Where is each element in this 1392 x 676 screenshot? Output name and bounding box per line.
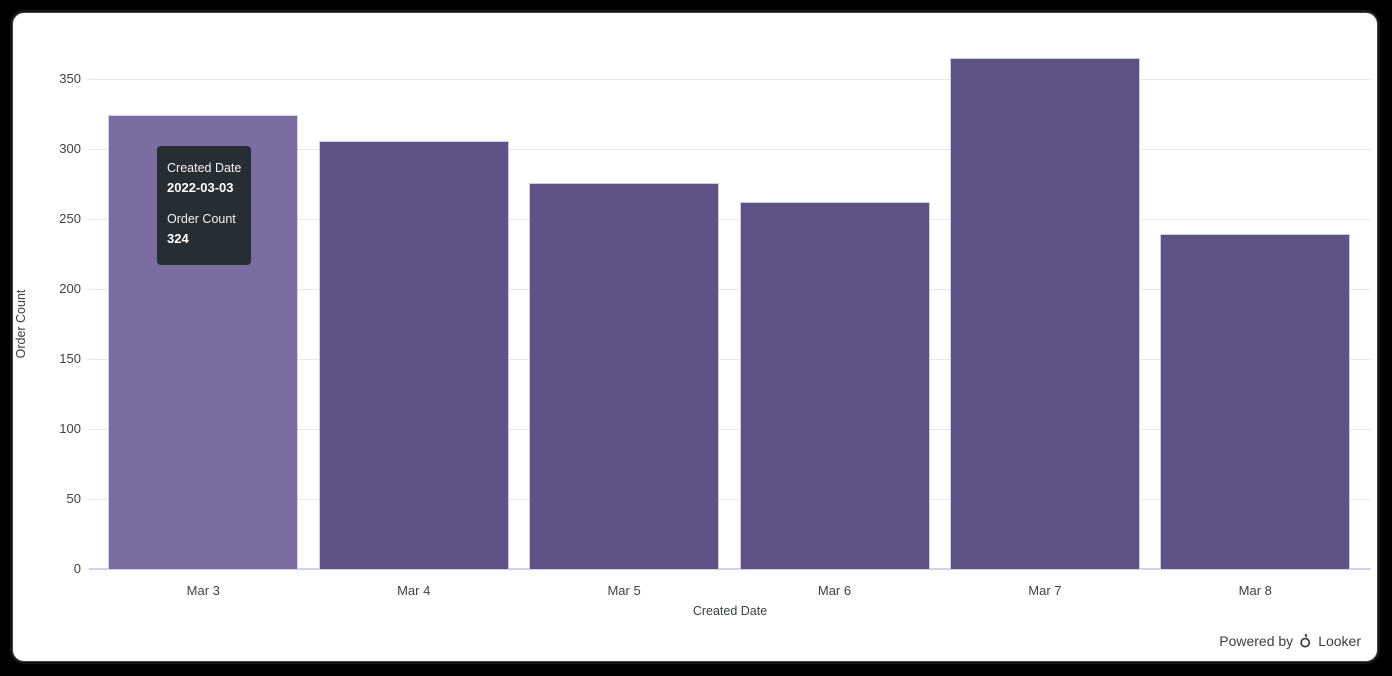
x-axis-tick-label: Mar 7 xyxy=(1028,583,1062,598)
tooltip: Created Date 2022-03-03 Order Count 324 xyxy=(157,146,251,265)
x-axis-tick-label: Mar 5 xyxy=(607,583,641,598)
gridline xyxy=(89,79,1371,80)
tooltip-field-label: Order Count xyxy=(167,212,236,226)
y-axis-title: Order Count xyxy=(14,289,28,359)
bar-mar-5[interactable] xyxy=(529,182,720,569)
bar-mar-4[interactable] xyxy=(318,140,509,569)
bar-mar-6[interactable] xyxy=(739,202,930,569)
x-axis-tick-label: Mar 4 xyxy=(397,583,431,598)
brand-text: Looker xyxy=(1318,633,1361,649)
y-axis-tick-label: 150 xyxy=(59,351,81,366)
powered-by-text: Powered by xyxy=(1219,633,1294,649)
tooltip-field: Created Date 2022-03-03 xyxy=(167,159,241,198)
gridline xyxy=(89,359,1371,360)
bar-mar-7[interactable] xyxy=(949,58,1140,569)
gridline xyxy=(89,149,1371,150)
bar-mar-8[interactable] xyxy=(1160,234,1351,569)
x-axis-line xyxy=(89,568,1371,570)
gridline xyxy=(89,429,1371,430)
looker-logo-icon xyxy=(1298,632,1313,652)
y-axis-tick-label: 50 xyxy=(66,491,81,506)
bar-chart: Order Count Created Date Created Date 202… xyxy=(13,13,1377,661)
y-axis-tick-label: 300 xyxy=(59,141,81,156)
x-axis-tick-label: Mar 3 xyxy=(186,583,220,598)
gridline xyxy=(89,499,1371,500)
chart-panel: Order Count Created Date Created Date 202… xyxy=(12,12,1378,662)
y-axis-tick-label: 350 xyxy=(59,71,81,86)
y-axis-tick-label: 200 xyxy=(59,281,81,296)
tooltip-field-label: Created Date xyxy=(167,161,242,175)
tooltip-field-value: 2022-03-03 xyxy=(167,180,234,195)
tooltip-field-value: 324 xyxy=(167,231,189,246)
gridline xyxy=(89,219,1371,220)
x-axis-tick-label: Mar 6 xyxy=(817,583,852,598)
y-axis-tick-label: 100 xyxy=(59,421,81,436)
gridline xyxy=(89,289,1371,290)
powered-by-looker-link[interactable]: Powered by Looker xyxy=(1219,630,1361,652)
y-axis-tick-label: 0 xyxy=(73,561,81,576)
x-axis-tick-label: Mar 8 xyxy=(1238,583,1272,598)
x-axis-title: Created Date xyxy=(692,604,768,618)
y-axis-tick-label: 250 xyxy=(59,211,81,226)
tooltip-field: Order Count 324 xyxy=(167,210,241,249)
